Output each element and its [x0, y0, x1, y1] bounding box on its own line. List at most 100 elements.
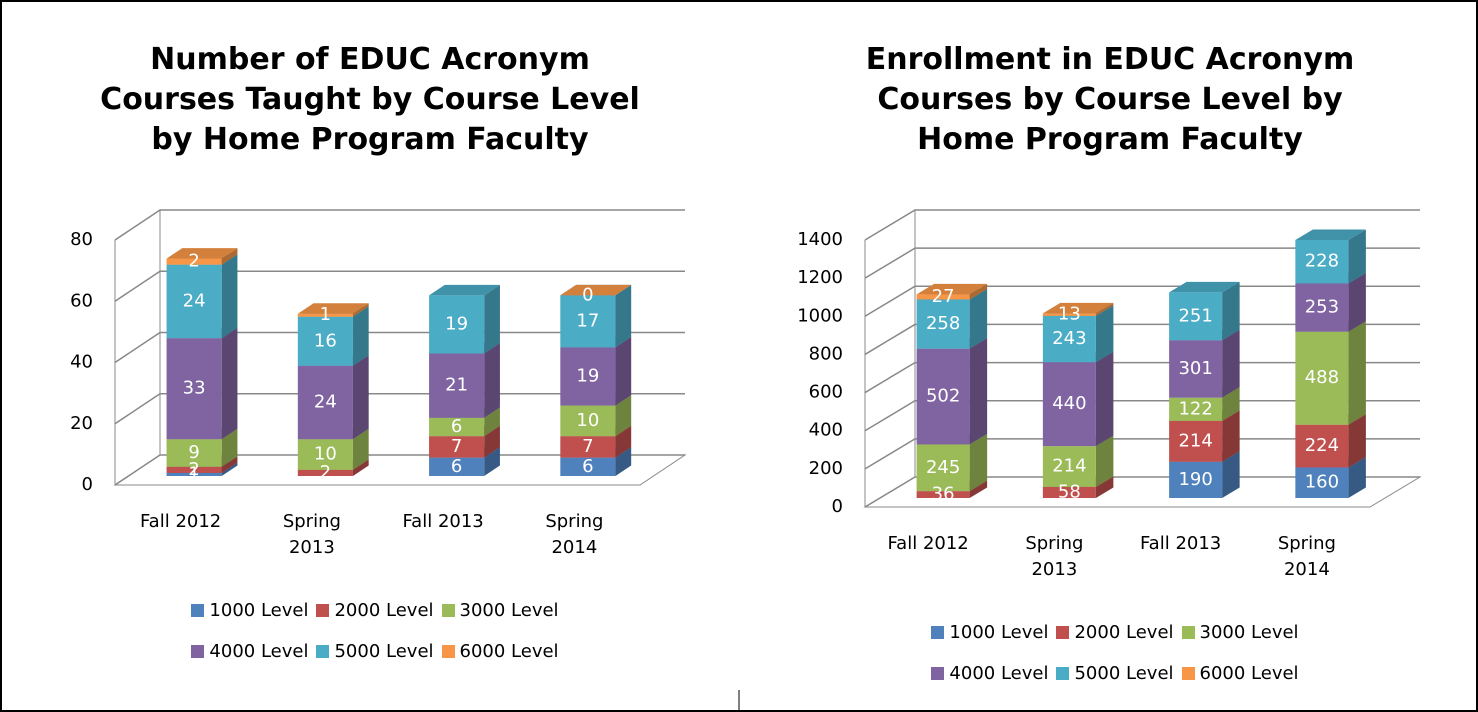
y-tick-label: 800 — [809, 343, 843, 364]
data-label: 6 — [582, 456, 593, 477]
legend-item: 3000 Level — [1181, 622, 1299, 643]
data-label: 214 — [1052, 456, 1086, 477]
legend-swatch — [316, 645, 330, 658]
data-label: 19 — [445, 313, 468, 334]
data-label: 214 — [1178, 430, 1212, 451]
bar-side — [484, 343, 500, 418]
bar — [560, 436, 616, 458]
data-label: 9 — [188, 442, 199, 463]
bar — [560, 295, 616, 348]
y-tick-label: 200 — [809, 458, 843, 479]
x-tick-label: Spring 2014 — [1277, 533, 1336, 580]
chart-title: Enrollment in EDUC Acronym Courses by Co… — [865, 42, 1355, 157]
bar-top — [166, 248, 238, 259]
bar-side — [615, 447, 632, 476]
legend-label: 3000 Level — [1199, 622, 1299, 643]
bar — [1295, 239, 1349, 284]
bar-side — [352, 428, 369, 470]
bar-side — [352, 459, 369, 476]
bar — [166, 338, 222, 440]
bar — [297, 469, 353, 476]
data-label: 301 — [1178, 358, 1212, 379]
grid-line — [864, 361, 1420, 394]
legend-item: 4000 Level — [191, 641, 308, 662]
grid-line — [114, 393, 685, 425]
bar-top — [1295, 229, 1366, 240]
y-tick-label: 1400 — [797, 229, 843, 250]
bar-side — [221, 254, 238, 339]
bar — [916, 299, 970, 349]
bar — [1169, 397, 1223, 421]
legend: 1000 Level 2000 Level 3000 Level 4000 Level… — [140, 600, 610, 662]
grid-line — [864, 476, 1420, 508]
legend-item: 1000 Level — [931, 622, 1048, 643]
bar-side — [484, 407, 500, 437]
data-label: 36 — [932, 484, 955, 505]
bar — [916, 294, 970, 300]
legend-label: 5000 Level — [1074, 663, 1174, 684]
bar-side — [221, 462, 238, 476]
y-tick-label: 1200 — [797, 267, 843, 288]
data-label: 1 — [320, 304, 331, 325]
data-label: 1 — [188, 463, 199, 484]
y-tick-label: 40 — [70, 352, 93, 373]
y-tick-label: 400 — [809, 420, 843, 441]
bar — [429, 436, 485, 458]
bar — [1042, 362, 1096, 447]
grid-line — [864, 399, 1420, 432]
data-label: 6 — [451, 416, 462, 437]
bar — [1295, 331, 1349, 425]
data-label: 502 — [926, 386, 960, 407]
bar — [429, 417, 485, 437]
bar-side — [969, 433, 988, 492]
bar-side — [221, 456, 238, 473]
legend: 1000 Level 2000 Level 3000 Level 4000 Level… — [880, 622, 1350, 684]
data-label: 245 — [926, 457, 960, 478]
bar-side — [1348, 456, 1366, 498]
data-label: 7 — [451, 436, 462, 457]
legend-item: 4000 Level — [931, 663, 1048, 684]
bar — [1042, 486, 1096, 498]
bar — [1169, 420, 1223, 462]
bar-side — [352, 355, 369, 440]
legend-item: 1000 Level — [191, 600, 308, 621]
y-tick-label: 0 — [82, 474, 93, 495]
data-label: 2 — [320, 462, 331, 483]
y-tick-label: 0 — [832, 496, 843, 517]
bar — [560, 347, 616, 406]
grid-line — [864, 323, 1420, 356]
bar-side — [484, 284, 500, 354]
legend-item: 3000 Level — [441, 600, 559, 621]
x-tick-label: Spring 2013 — [1025, 533, 1084, 580]
bar-side — [1095, 476, 1114, 498]
bar-side — [221, 428, 238, 467]
bar-side — [1348, 229, 1366, 284]
data-label: 21 — [445, 375, 468, 396]
x-tick-label: Fall 2013 — [1139, 533, 1222, 554]
bar — [1169, 461, 1223, 498]
legend-label: 1000 Level — [209, 600, 309, 621]
x-tick-label: Fall 2013 — [402, 511, 484, 532]
data-label: 228 — [1305, 251, 1339, 272]
grid-line — [864, 285, 1420, 317]
data-label: 16 — [314, 330, 337, 351]
bar-top — [1042, 302, 1114, 314]
legend-label: 6000 Level — [1199, 663, 1299, 684]
legend-swatch — [441, 645, 455, 658]
bar — [166, 258, 222, 265]
bar — [429, 295, 485, 354]
data-label: 19 — [576, 365, 599, 386]
data-label: 10 — [314, 444, 337, 465]
bar-side — [1222, 451, 1240, 498]
bar — [560, 457, 616, 476]
bar-side — [615, 425, 632, 458]
bar — [166, 264, 222, 339]
data-label: 13 — [1058, 304, 1081, 325]
data-label: 0 — [582, 284, 593, 305]
legend-item: 2000 Level — [1056, 622, 1174, 643]
legend-label: 4000 Level — [949, 663, 1049, 684]
bar — [1169, 292, 1223, 341]
bar — [1295, 467, 1349, 498]
data-label: 2 — [188, 459, 199, 480]
